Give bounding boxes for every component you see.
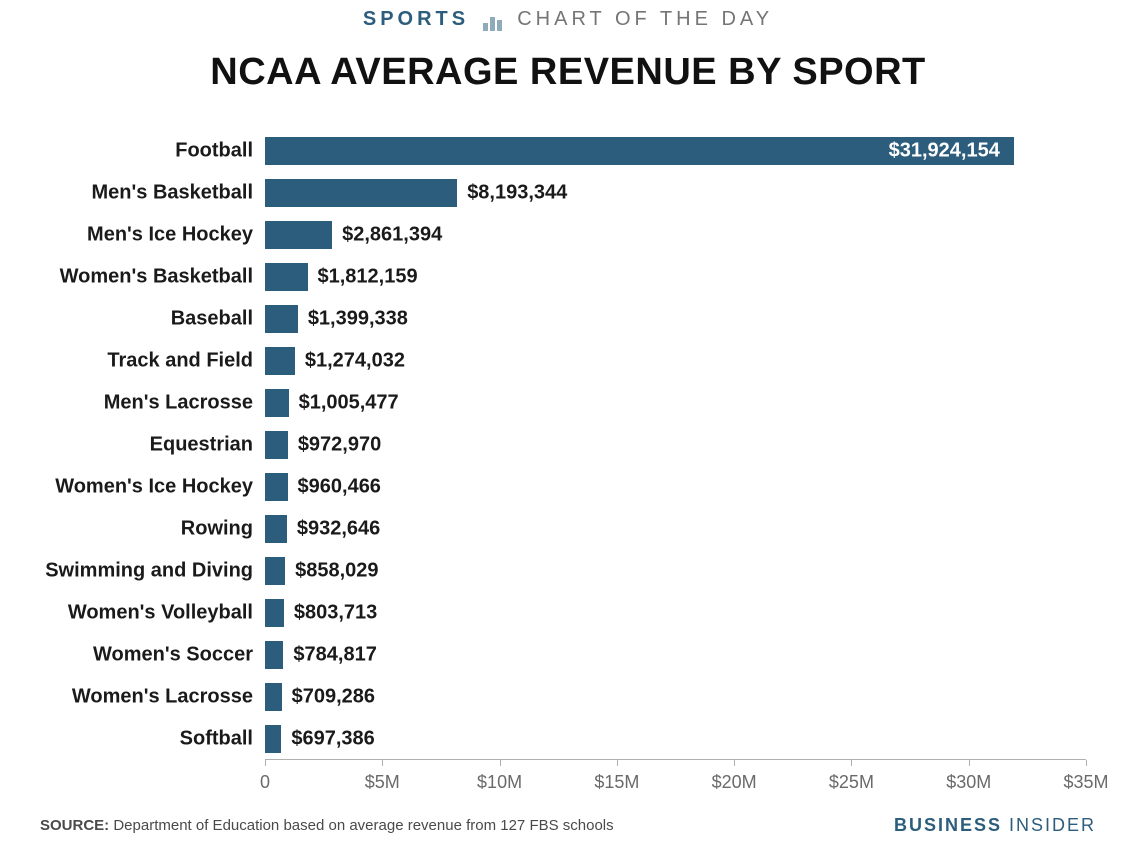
x-tick (969, 760, 970, 766)
brand-line: BUSINESS INSIDER (894, 815, 1096, 836)
category-label: Rowing (181, 518, 253, 541)
category-label: Swimming and Diving (45, 560, 253, 583)
x-tick (617, 760, 618, 766)
value-label: $858,029 (295, 560, 378, 583)
bar (265, 431, 288, 459)
x-tick-label: $25M (829, 772, 874, 793)
bar-row: Women's Basketball$1,812,159 (265, 256, 1086, 298)
brand-rest: INSIDER (1002, 815, 1096, 835)
bar (265, 725, 281, 753)
bar-row: Softball$697,386 (265, 718, 1086, 760)
bar (265, 557, 285, 585)
bar-row: Women's Volleyball$803,713 (265, 592, 1086, 634)
bar-row: Men's Basketball$8,193,344 (265, 172, 1086, 214)
bar (265, 599, 284, 627)
bar (265, 389, 289, 417)
value-label: $972,970 (298, 434, 381, 457)
header-rest: CHART OF THE DAY (517, 8, 773, 30)
category-label: Women's Lacrosse (72, 686, 253, 709)
x-tick (734, 760, 735, 766)
bar (265, 473, 288, 501)
x-tick (265, 760, 266, 766)
bar (265, 179, 457, 207)
value-label: $960,466 (298, 476, 381, 499)
bar (265, 347, 295, 375)
value-label: $803,713 (294, 602, 377, 625)
value-label: $1,812,159 (318, 266, 418, 289)
bar-row: Baseball$1,399,338 (265, 298, 1086, 340)
header-sports-word: SPORTS (363, 8, 469, 30)
plot-area: Football$31,924,154Men's Basketball$8,19… (265, 130, 1086, 760)
x-tick (851, 760, 852, 766)
category-label: Equestrian (150, 434, 253, 457)
value-label: $8,193,344 (467, 182, 567, 205)
chart-area: Football$31,924,154Men's Basketball$8,19… (40, 120, 1096, 772)
category-label: Men's Ice Hockey (87, 224, 253, 247)
source-line: SOURCE: Department of Education based on… (40, 817, 614, 834)
bar (265, 515, 287, 543)
bar (265, 263, 308, 291)
category-label: Women's Volleyball (68, 602, 253, 625)
x-tick (382, 760, 383, 766)
bar-row: Equestrian$972,970 (265, 424, 1086, 466)
x-tick-label: $35M (1063, 772, 1108, 793)
bar-row: Track and Field$1,274,032 (265, 340, 1086, 382)
category-label: Men's Basketball (92, 182, 253, 205)
value-label: $1,274,032 (305, 350, 405, 373)
category-label: Football (175, 140, 253, 163)
x-tick-label: 0 (260, 772, 270, 793)
header-kicker: SPORTS CHART OF THE DAY (0, 0, 1136, 31)
category-label: Softball (180, 728, 253, 751)
value-label: $1,399,338 (308, 308, 408, 331)
bar-row: Women's Lacrosse$709,286 (265, 676, 1086, 718)
bar-row: Women's Ice Hockey$960,466 (265, 466, 1086, 508)
source-label: SOURCE: (40, 817, 109, 834)
bar-row: Men's Ice Hockey$2,861,394 (265, 214, 1086, 256)
bar-row: Rowing$932,646 (265, 508, 1086, 550)
footer: SOURCE: Department of Education based on… (40, 815, 1096, 836)
x-tick (500, 760, 501, 766)
value-label: $1,005,477 (299, 392, 399, 415)
bar-row: Football$31,924,154 (265, 130, 1086, 172)
category-label: Track and Field (107, 350, 253, 373)
category-label: Men's Lacrosse (104, 392, 253, 415)
header-bars-icon (483, 8, 504, 31)
bar-row: Women's Soccer$784,817 (265, 634, 1086, 676)
x-tick-label: $15M (594, 772, 639, 793)
value-label: $697,386 (291, 728, 374, 751)
value-label: $31,924,154 (889, 140, 1000, 163)
value-label: $932,646 (297, 518, 380, 541)
value-label: $2,861,394 (342, 224, 442, 247)
x-tick (1086, 760, 1087, 766)
brand-bold: BUSINESS (894, 815, 1002, 835)
value-label: $784,817 (293, 644, 376, 667)
category-label: Women's Ice Hockey (55, 476, 253, 499)
bar-row: Men's Lacrosse$1,005,477 (265, 382, 1086, 424)
value-label: $709,286 (292, 686, 375, 709)
bar (265, 305, 298, 333)
category-label: Women's Basketball (60, 266, 253, 289)
bar-row: Swimming and Diving$858,029 (265, 550, 1086, 592)
bar (265, 221, 332, 249)
chart-title: NCAA AVERAGE REVENUE BY SPORT (0, 51, 1136, 94)
x-tick-label: $10M (477, 772, 522, 793)
bar (265, 641, 283, 669)
category-label: Women's Soccer (93, 644, 253, 667)
x-tick-label: $5M (365, 772, 400, 793)
category-label: Baseball (171, 308, 253, 331)
source-text: Department of Education based on average… (113, 817, 613, 834)
bar (265, 683, 282, 711)
chart-container: SPORTS CHART OF THE DAY NCAA AVERAGE REV… (0, 0, 1136, 852)
x-tick-label: $30M (946, 772, 991, 793)
x-tick-label: $20M (712, 772, 757, 793)
